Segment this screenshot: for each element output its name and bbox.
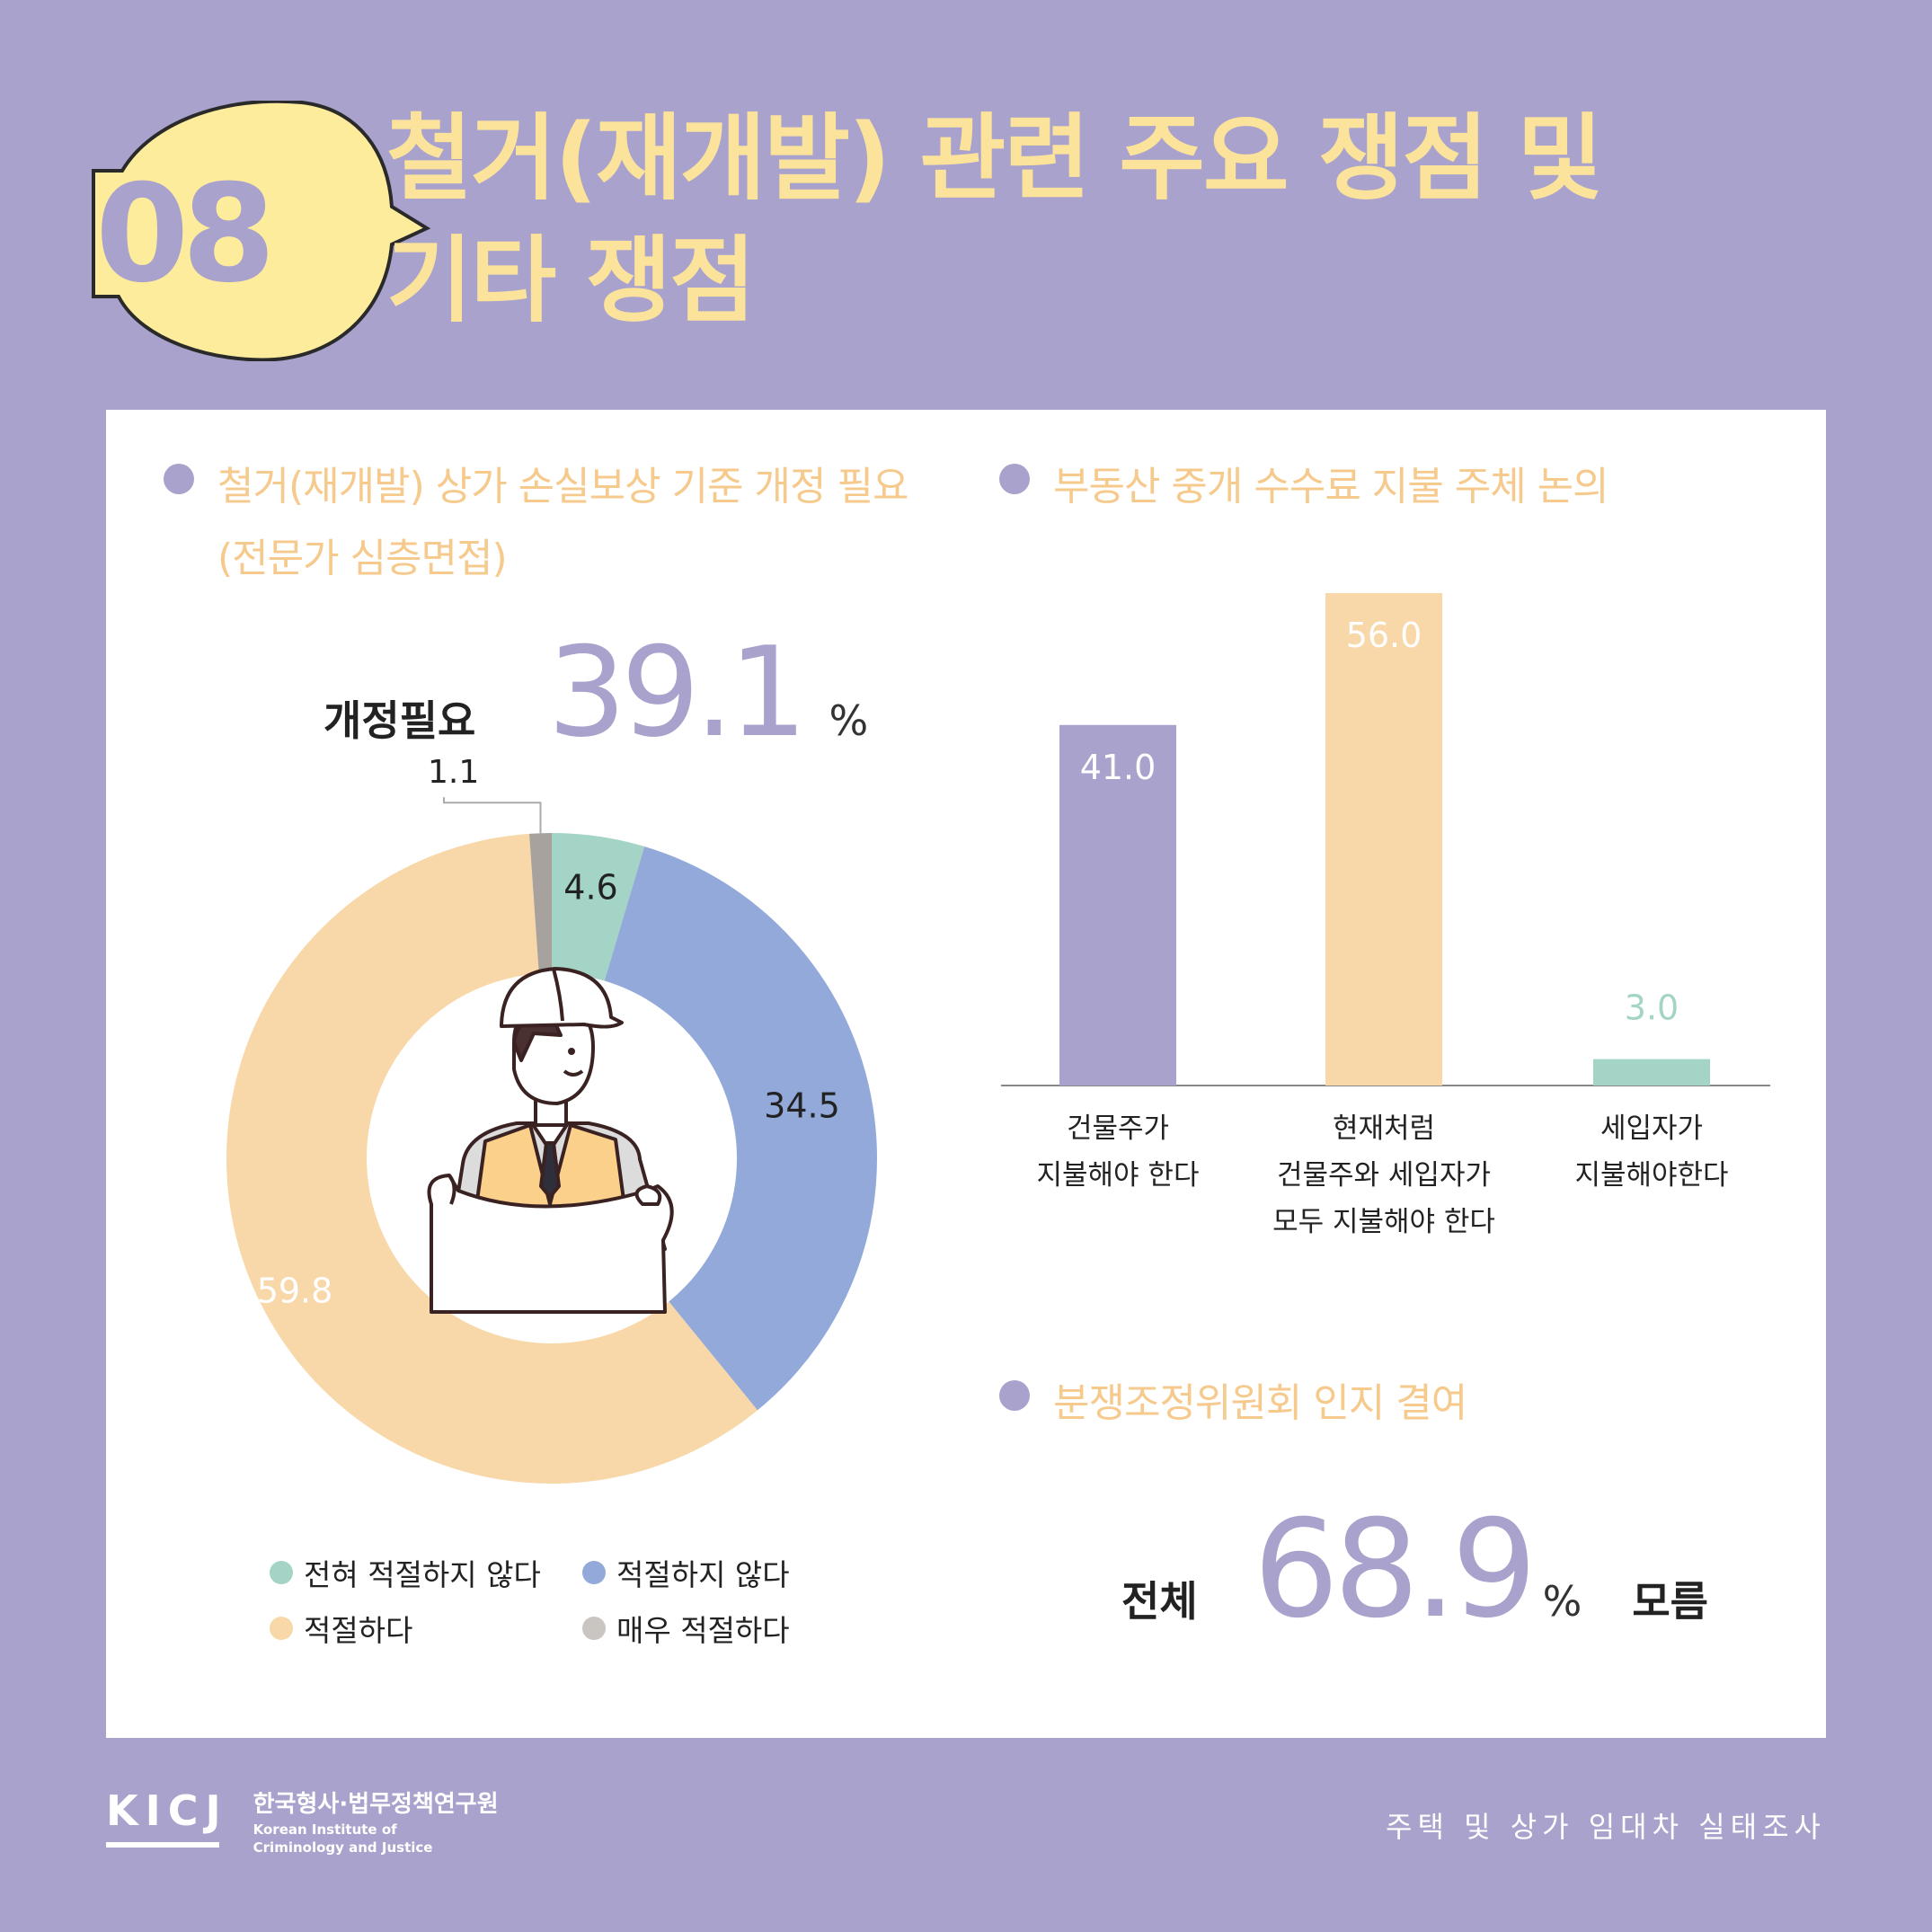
- bar: [1059, 724, 1176, 1086]
- worker-illustration: [427, 967, 674, 1314]
- legend-swatch: [582, 1561, 606, 1584]
- legend-label: 적절하지 않다: [616, 1557, 790, 1592]
- section-heading-right-bottom: 분쟁조정위원회 인지 결여: [999, 1368, 1467, 1440]
- bullet-dot: [164, 464, 194, 494]
- revision-needed-value: 39.1: [547, 620, 807, 765]
- donut-slice: [552, 833, 645, 981]
- revision-needed-label: 개정필요: [323, 696, 476, 745]
- awareness-stat: 전체 68.9 % 모름: [1121, 1492, 1708, 1648]
- bullet-dot: [999, 464, 1030, 494]
- bullet-dot: [999, 1380, 1030, 1411]
- org-name-en-2: Criminology and Justice: [253, 1839, 433, 1856]
- awareness-unit: %: [1542, 1577, 1582, 1626]
- bar-category-label: 지불해야 한다: [1037, 1159, 1200, 1192]
- section-heading-right-top: 부동산 중개 수수료 지불 주체 논의: [999, 451, 1609, 523]
- legend-label: 전혀 적절하지 않다: [304, 1557, 541, 1592]
- section-heading-left: 철거(재개발) 상가 손실보상 기준 개정 필요 (전문가 심층면접): [164, 451, 908, 595]
- slice-label: 59.8: [257, 1272, 333, 1311]
- bar: [1325, 593, 1442, 1086]
- logo-text: KICJ: [106, 1786, 228, 1835]
- legend-item: 적절하지 않다: [582, 1551, 790, 1594]
- slice-label: 4.6: [563, 868, 617, 908]
- section-heading-right-bottom-text: 분쟁조정위원회 인지 결여: [1053, 1380, 1467, 1426]
- donut-chart: 4.6 34.5 59.8 1.1: [226, 754, 878, 1484]
- legend-item: 적절하다: [270, 1607, 412, 1650]
- bar: [1593, 1059, 1710, 1086]
- awareness-suffix: 모름: [1632, 1577, 1708, 1626]
- bar-category-label: 건물주가: [1067, 1112, 1169, 1145]
- title-line-1: 철거(재개발) 관련 주요 쟁점 및: [386, 103, 1603, 213]
- awareness-value: 68.9: [1253, 1492, 1538, 1648]
- donut-slice: [604, 846, 878, 1411]
- section-heading-left-line2: (전문가 심층면접): [217, 536, 508, 581]
- bar-value-label: 3.0: [1625, 988, 1679, 1028]
- slice-label: 1.1: [428, 754, 479, 791]
- bar-value-label: 56.0: [1346, 616, 1422, 655]
- slice-label: 34.5: [764, 1086, 840, 1126]
- legend-label: 적절하다: [304, 1613, 413, 1648]
- title-line-2: 기타 쟁점: [386, 226, 756, 335]
- legend-label: 매우 적절하다: [616, 1613, 790, 1648]
- legend-item: 매우 적절하다: [582, 1607, 790, 1650]
- legend-swatch: [582, 1617, 606, 1640]
- org-name-en-1: Korean Institute of: [253, 1821, 397, 1838]
- bar-category-label: 세입자가: [1600, 1112, 1703, 1145]
- bar-category-label: 모두 지불해야 한다: [1272, 1206, 1495, 1238]
- section-heading-right-top-text: 부동산 중개 수수료 지불 주체 논의: [1053, 464, 1609, 510]
- number-badge: 08: [92, 101, 431, 361]
- awareness-prefix: 전체: [1121, 1577, 1198, 1626]
- logo-underline: [106, 1842, 219, 1848]
- bar-category-label: 지불해야한다: [1574, 1159, 1728, 1192]
- badge-number: 08: [95, 156, 269, 313]
- leader-line: [443, 797, 542, 834]
- donut-slice: [226, 833, 758, 1484]
- bar-value-label: 41.0: [1080, 748, 1157, 787]
- bar-category-label: 현재처럼: [1333, 1112, 1435, 1145]
- revision-needed-unit: %: [829, 696, 869, 745]
- kicj-logo: KICJ 한국형사·법무정책연구원 Korean Institute of Cr…: [106, 1788, 499, 1857]
- donut-slice: [529, 833, 552, 974]
- survey-title: 주택 및 상가 임대차 실태조사: [1386, 1810, 1826, 1844]
- legend-swatch: [270, 1617, 293, 1640]
- org-name-kr: 한국형사·법무정책연구원: [253, 1791, 499, 1818]
- bar-category-label: 건물주와 세입자가: [1277, 1159, 1491, 1192]
- legend-swatch: [270, 1561, 293, 1584]
- page-title: 철거(재개발) 관련 주요 쟁점 및 기타 쟁점: [386, 97, 1603, 341]
- legend-item: 전혀 적절하지 않다: [270, 1551, 541, 1594]
- revision-needed-stat: 개정필요 39.1 %: [323, 620, 868, 765]
- section-heading-left-line1: 철거(재개발) 상가 손실보상 기준 개정 필요: [217, 464, 908, 510]
- content-panel: [106, 410, 1826, 1738]
